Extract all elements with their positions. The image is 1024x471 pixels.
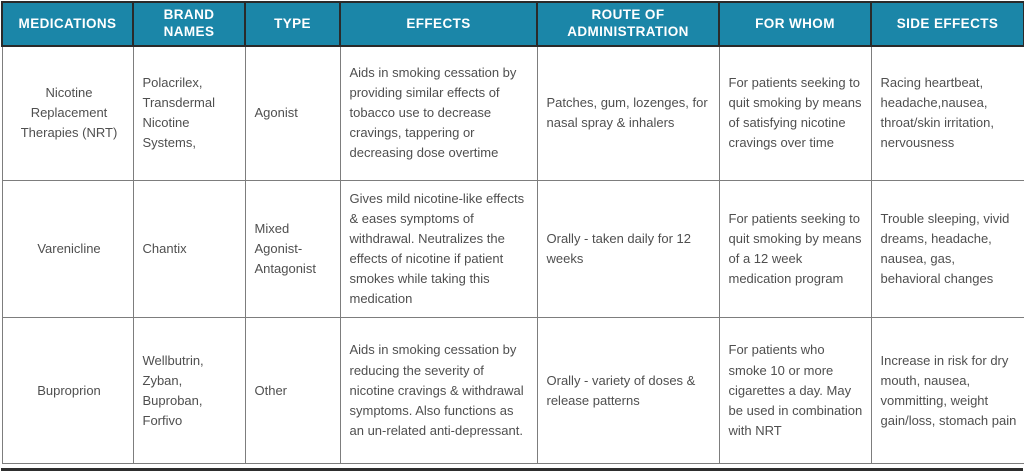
cell-type: Other [244,317,341,465]
column-header-route-of-administration: ROUTE OF ADMINISTRATION [536,1,720,47]
cell-route: Patches, gum, lozenges, for nasal spray … [536,45,720,181]
cell-medication-name: Nicotine Replacement Therapies (NRT) [1,45,134,181]
cell-brand-names: Chantix [132,179,246,319]
cell-brand-names: Polacrilex, Transdermal Nicotine Systems… [132,45,246,181]
cell-for-whom: For patients who smoke 10 or more cigare… [718,317,872,465]
column-header-effects: EFFECTS [339,1,538,47]
cell-side-effects: Increase in risk for dry mouth, nausea, … [870,317,1024,465]
table-row-nrt: Nicotine Replacement Therapies (NRT) Pol… [1,45,1024,181]
cell-route: Orally - taken daily for 12 weeks [536,179,720,319]
cell-type: Mixed Agonist-Antagonist [244,179,341,319]
table-body: Nicotine Replacement Therapies (NRT) Pol… [1,45,1024,465]
cell-brand-names: Wellbutrin, Zyban, Buproban, Forfivo [132,317,246,465]
column-header-brand-names: BRAND NAMES [132,1,246,47]
table-row-buproprion: Buproprion Wellbutrin, Zyban, Buproban, … [1,317,1024,465]
table-header: MEDICATIONS BRAND NAMES TYPE EFFECTS ROU… [1,1,1024,47]
cell-side-effects: Trouble sleeping, vivid dreams, headache… [870,179,1024,319]
cell-for-whom: For patients seeking to quit smoking by … [718,45,872,181]
column-header-type: TYPE [244,1,341,47]
cell-type: Agonist [244,45,341,181]
cell-effects: Gives mild nicotine-like effects & eases… [339,179,538,319]
column-header-for-whom: FOR WHOM [718,1,872,47]
header-row: MEDICATIONS BRAND NAMES TYPE EFFECTS ROU… [1,1,1024,47]
cell-medication-name: Buproprion [1,317,134,465]
column-header-side-effects: SIDE EFFECTS [870,1,1024,47]
cell-effects: Aids in smoking cessation by providing s… [339,45,538,181]
column-header-medications: MEDICATIONS [1,1,134,47]
cell-for-whom: For patients seeking to quit smoking by … [718,179,872,319]
cell-effects: Aids in smoking cessation by reducing th… [339,317,538,465]
cell-side-effects: Racing heartbeat, headache,nausea, throa… [870,45,1024,181]
cell-route: Orally - variety of doses & release patt… [536,317,720,465]
cell-medication-name: Varenicline [1,179,134,319]
table-row-varenicline: Varenicline Chantix Mixed Agonist-Antago… [1,179,1024,319]
